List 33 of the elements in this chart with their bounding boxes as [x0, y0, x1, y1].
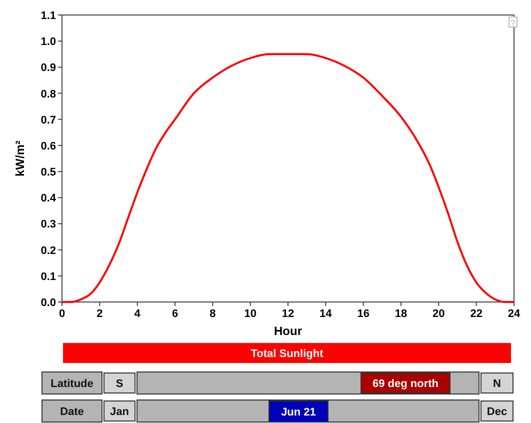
x-tick-label: 12 [282, 308, 294, 320]
latitude-slider: Latitude S 69 deg north N [42, 372, 514, 394]
y-tick-label: 0.7 [40, 114, 56, 126]
x-tick-label: 10 [244, 308, 256, 320]
y-tick-label: 0.8 [40, 88, 56, 100]
y-tick-label: 0.3 [40, 218, 56, 231]
x-tick-label: 8 [210, 308, 216, 320]
y-axis-title: kW/m² [13, 140, 27, 176]
x-tick-label: 6 [172, 308, 178, 320]
y-tick-label: 0.1 [40, 270, 56, 283]
x-axis-title: Hour [274, 324, 302, 338]
annotation: ? [510, 18, 516, 28]
y-tick-label: 0.2 [40, 244, 56, 257]
x-tick-label: 20 [432, 308, 445, 320]
x-tick-label: 16 [357, 308, 370, 320]
y-tick-label: 0.5 [40, 166, 56, 179]
x-tick-label: 22 [470, 308, 482, 320]
line-series [61, 53, 515, 303]
y-tick-label: 1.1 [40, 10, 56, 22]
x-tick-label: 24 [508, 308, 521, 320]
x-tick-label: 14 [320, 308, 333, 320]
button: Total Sunlight [63, 343, 511, 363]
date-slider: Date Jan Jun 21 Dec [42, 400, 514, 422]
x-tick-label: 0 [58, 308, 66, 320]
x-tick-label: 18 [394, 308, 408, 320]
help-icon: ? [508, 16, 518, 28]
y-tick-label: 0.4 [40, 192, 57, 205]
y-tick-label: 1.0 [40, 36, 56, 48]
y-tick-label: 0.9 [40, 62, 56, 74]
y-tick-label: 0.6 [40, 140, 56, 152]
y-tick-label: 0.0 [40, 297, 56, 309]
x-tick-label: 4 [134, 308, 142, 320]
x-tick-label: 2 [96, 308, 103, 320]
